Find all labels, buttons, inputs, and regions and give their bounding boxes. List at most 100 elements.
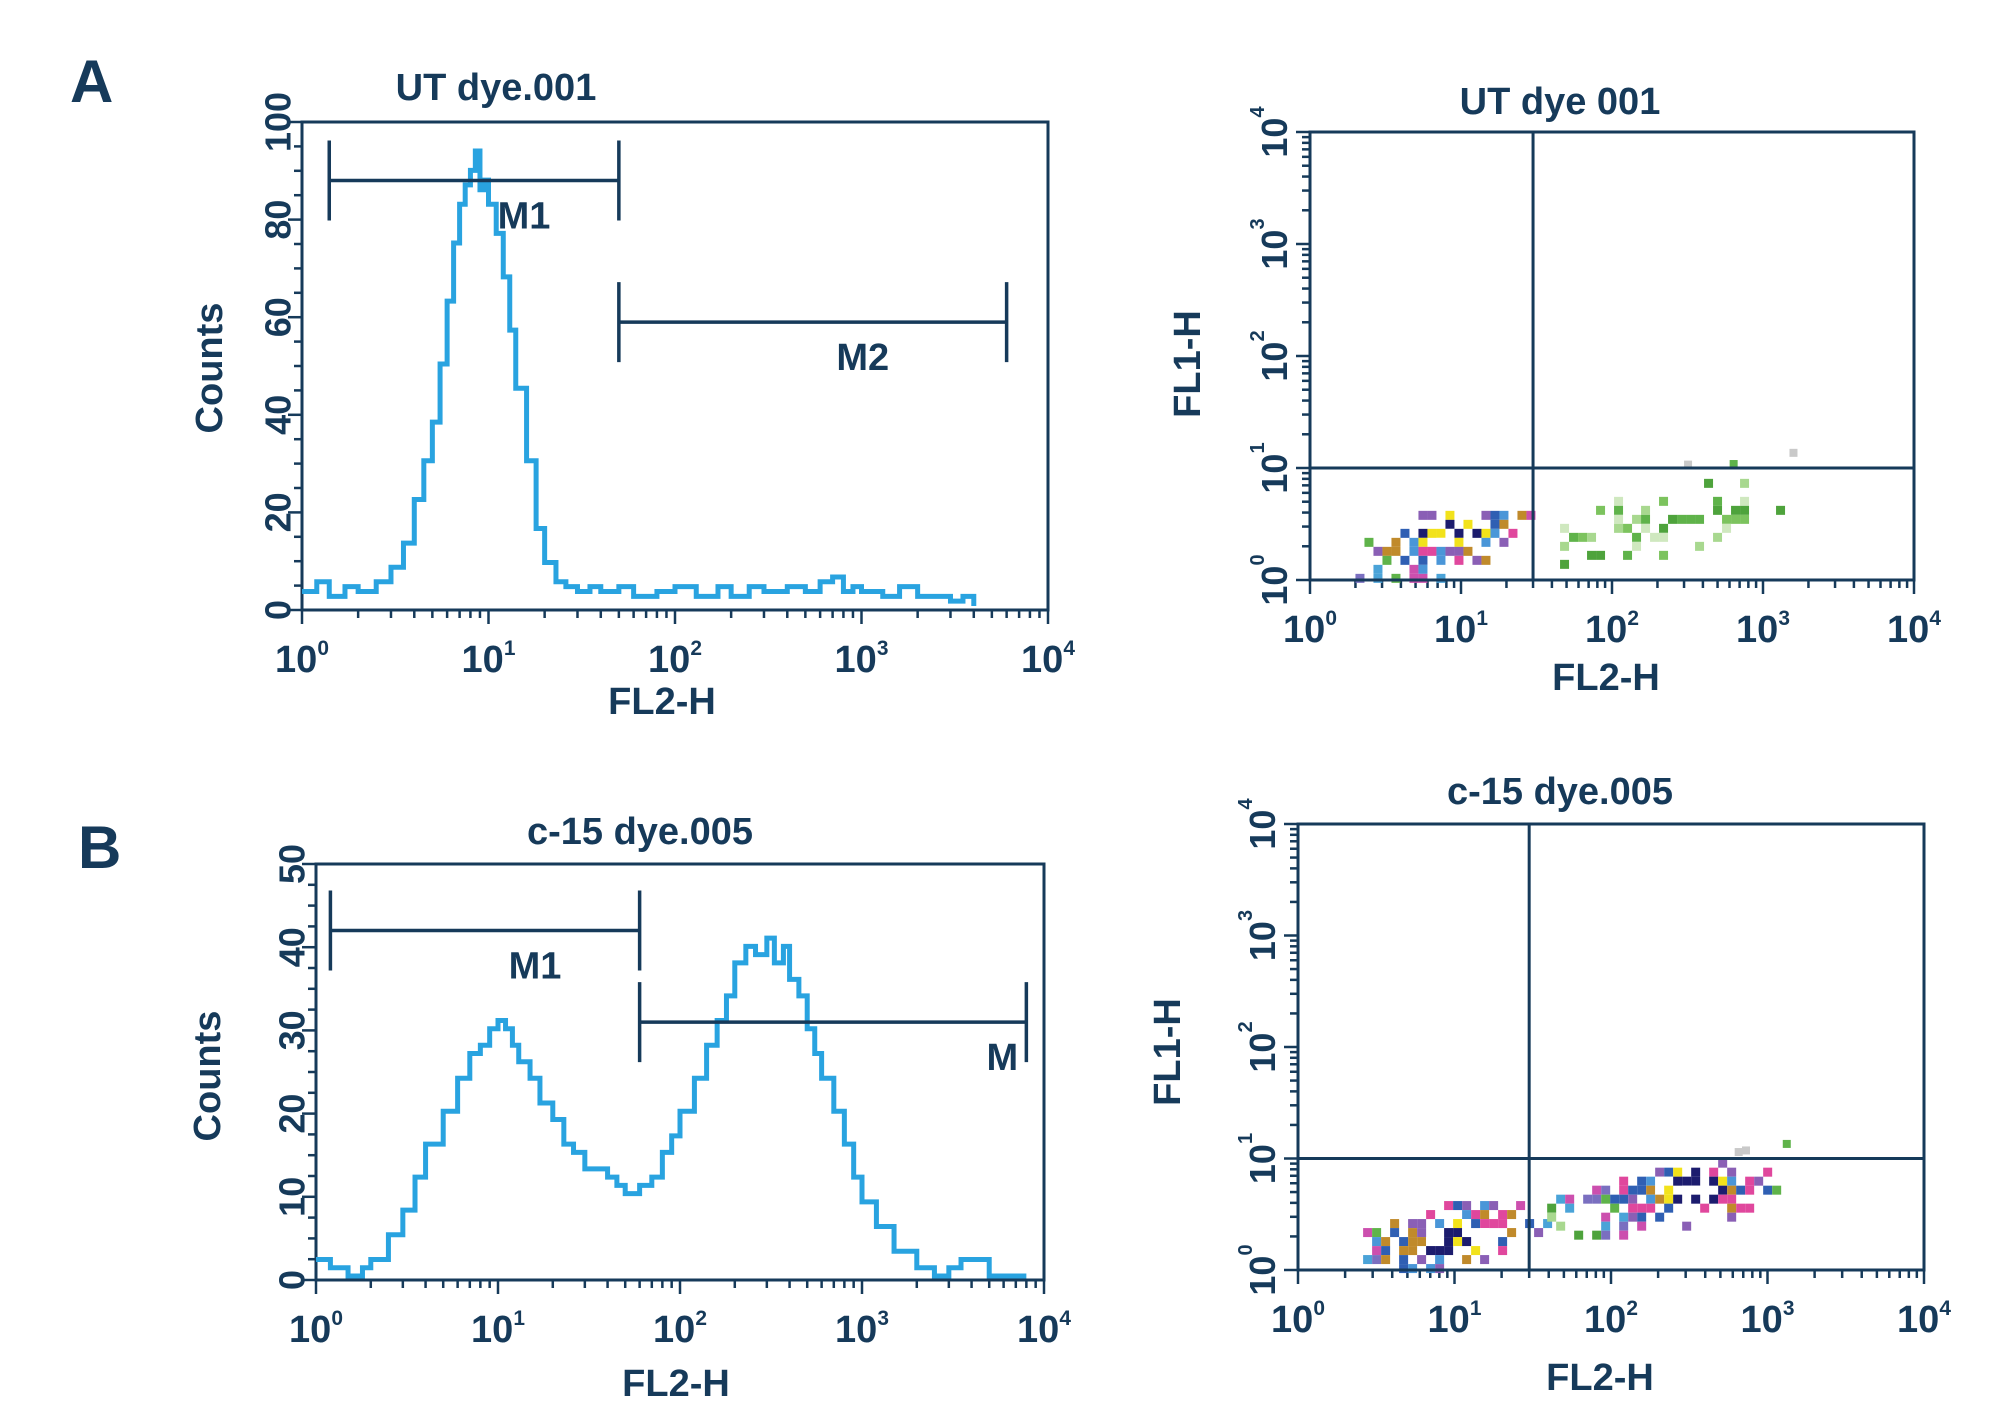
density-cell [1673,1167,1683,1177]
x-tick-label: 104 [1017,1307,1071,1351]
density-cell [1641,505,1651,515]
density-cell [1472,528,1482,538]
density-cells [1363,1139,1791,1274]
density-cell [1363,1255,1373,1265]
density-cell [1372,1246,1382,1256]
density-cell [1409,546,1419,556]
density-cell [1391,537,1401,547]
density-cell [1417,1219,1427,1229]
density-cell [1372,1255,1382,1265]
density-cell [1516,1201,1526,1211]
density-cell [1655,1176,1665,1186]
density-cell [1569,532,1579,542]
density-cell [1673,1194,1683,1204]
density-cell [1454,510,1464,520]
density-cells [1355,448,1798,583]
density-cell [1418,546,1428,556]
density-cell [1471,1219,1481,1229]
density-cell [1704,478,1714,488]
x-tick-label: 103 [835,637,889,681]
x-axis-label: FL2-H [1546,1357,1654,1399]
density-cell [1655,1185,1665,1195]
density-cell [1560,559,1570,569]
density-cell [1601,1194,1611,1204]
density-cell [1664,1194,1674,1204]
density-cell [1372,1228,1382,1238]
density-cell [1727,1203,1737,1213]
y-axis-label: FL1-H [1147,998,1189,1106]
density-cell [1507,1228,1517,1238]
y-tick-label: 50 [272,844,313,884]
density-cell [1664,1176,1674,1186]
density-cell [1727,1185,1737,1195]
density-cell [1655,1194,1665,1204]
density-cell [1547,1212,1557,1222]
x-tick-label: 103 [835,1307,889,1351]
density-cell [1381,1255,1391,1265]
density-cell [1700,1203,1710,1213]
density-cell [1373,564,1383,574]
density-cell [1745,1203,1755,1213]
density-cell [1408,1219,1418,1229]
density-cell [1592,1194,1602,1204]
density-cell [1592,1230,1602,1240]
density-cell [1499,519,1509,529]
density-cell [1498,1246,1508,1256]
density-cell [1445,510,1455,520]
density-cell [1436,528,1446,538]
x-tick-label: 103 [1741,1297,1795,1341]
density-cell [1445,519,1455,529]
density-cell [1418,555,1428,565]
density-cell [1659,550,1669,560]
x-tick-label: 102 [1585,607,1639,651]
density-cell [1682,1221,1692,1231]
density-cell [1659,523,1669,533]
density-cell [1462,1201,1472,1211]
density-cell [1619,1185,1629,1195]
density-cell [1691,1194,1701,1204]
density-cell [1709,1194,1719,1204]
y-tick-label: 104 [1235,798,1283,850]
density-cell [1382,546,1392,556]
density-cell [1409,537,1419,547]
density-cell [1490,528,1500,538]
density-cell [1637,1221,1647,1231]
density-cell [1709,1176,1719,1186]
density-cell [1646,1176,1656,1186]
marker-label: M [987,1037,1019,1079]
density-cell [1628,1212,1638,1222]
density-cell [1480,1210,1490,1220]
density-cell [1462,1219,1472,1229]
density-cell [1776,505,1786,515]
density-cell [1480,1255,1490,1265]
density-cell [1534,1228,1544,1238]
density-cell [1547,1203,1557,1213]
density-cell [1619,1221,1629,1231]
density-cell [1444,1228,1454,1238]
density-cell [1601,1221,1611,1231]
density-cell [1556,1221,1566,1231]
density-cell [1628,1185,1638,1195]
panel-label-b: B [78,814,121,881]
density-cell [1498,1219,1508,1229]
density-cell [1418,528,1428,538]
y-tick-label: 100 [1247,554,1295,605]
density-cell [1489,1201,1499,1211]
density-cell [1722,514,1732,524]
density-cell [1417,1237,1427,1247]
x-tick-label: 102 [653,1307,707,1351]
density-cell [1646,1194,1656,1204]
y-tick-label: 0 [272,1270,313,1290]
density-cell [1480,1201,1490,1211]
density-cell [1736,1185,1746,1195]
density-cell [1372,1237,1382,1247]
y-axis-label: FL1-H [1167,310,1209,418]
density-cell [1614,514,1624,524]
density-cell [1436,537,1446,547]
x-tick-label: 104 [1021,637,1075,681]
density-cell [1391,573,1401,583]
x-axis-label: FL2-H [622,1363,730,1405]
density-cell [1682,1185,1692,1195]
density-cell [1454,555,1464,565]
density-cell [1418,564,1428,574]
